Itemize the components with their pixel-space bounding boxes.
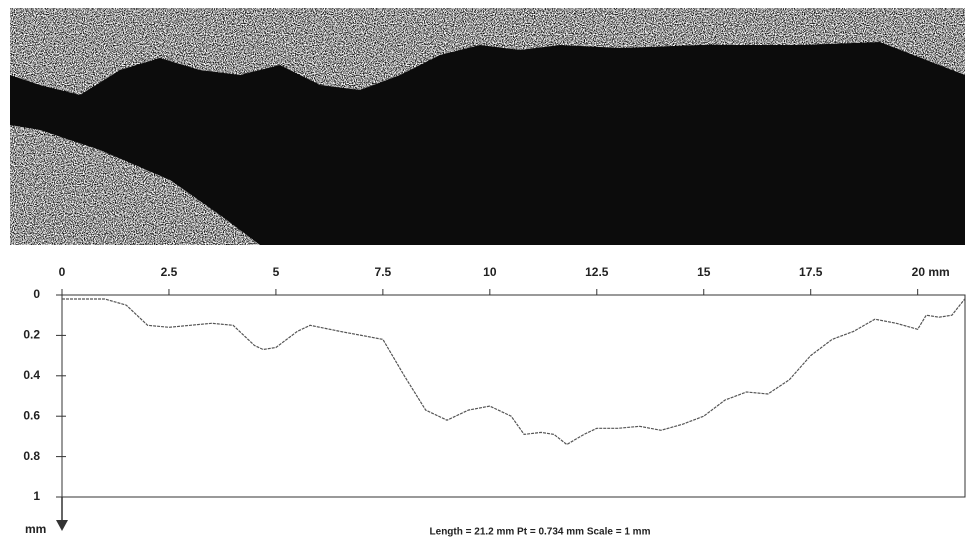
- y-tick-label: 0.6: [23, 408, 40, 422]
- y-tick-label: 0.2: [23, 328, 40, 342]
- scan-section: [10, 42, 965, 245]
- x-tick-label: 20 mm: [912, 265, 950, 279]
- plot-frame: [61, 294, 966, 498]
- y-unit: mm: [25, 522, 46, 536]
- x-tick-label: 2.5: [161, 265, 178, 279]
- x-tick-label: 5: [273, 265, 280, 279]
- y-tick-label: 0.4: [23, 368, 40, 382]
- x-tick-label: 17.5: [799, 265, 823, 279]
- y-tick-label: 0.8: [23, 449, 40, 463]
- x-tick-label: 15: [697, 265, 711, 279]
- x-tick-label: 10: [483, 265, 497, 279]
- caption: Length = 21.2 mm Pt = 0.734 mm Scale = 1…: [430, 527, 651, 538]
- x-tick-label: 7.5: [375, 265, 392, 279]
- x-tick-label: 0: [59, 265, 66, 279]
- profile-line: [62, 298, 966, 446]
- y-tick-label: 0: [33, 287, 40, 301]
- x-tick-label: 12.5: [585, 265, 609, 279]
- arrow-head: [56, 520, 68, 531]
- y-tick-label: 1: [33, 489, 40, 503]
- profile-scan: [10, 8, 965, 245]
